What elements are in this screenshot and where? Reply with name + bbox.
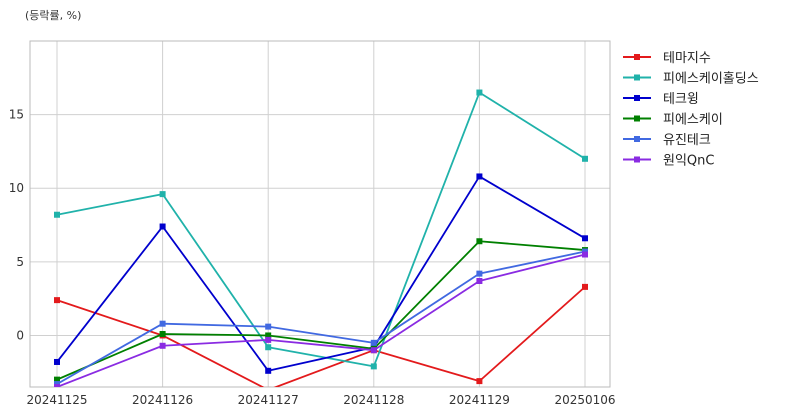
legend-item: 테크윙: [623, 91, 699, 107]
legend-label: 테크윙: [663, 91, 699, 107]
data-point: [159, 320, 166, 327]
series-2: [54, 89, 588, 370]
plot-frame: [29, 40, 611, 388]
data-point: [370, 339, 377, 346]
legend-marker: [634, 136, 640, 142]
legend-label: 유진테크: [663, 133, 711, 148]
series-line: [56, 253, 586, 387]
series-6: [54, 251, 588, 387]
x-tick-label: 20241128: [343, 393, 404, 407]
y-tick-label: 15: [9, 108, 24, 122]
legend-item: 테마지수: [623, 51, 711, 66]
data-point: [476, 89, 483, 96]
y-tick-label: 0: [16, 328, 24, 342]
data-point: [159, 330, 166, 337]
legend-marker: [634, 156, 640, 163]
data-point: [476, 173, 483, 180]
data-point: [159, 191, 166, 198]
x-tick-label: 20241125: [26, 393, 87, 407]
series-5: [54, 248, 588, 387]
legend-label: 피에스케이: [663, 113, 723, 128]
data-point: [159, 223, 166, 230]
series-line: [56, 250, 586, 385]
series-4: [54, 238, 588, 383]
data-point: [476, 378, 483, 385]
data-point: [582, 251, 588, 258]
y-tick-label: 10: [9, 181, 24, 195]
series: [54, 89, 588, 387]
data-point: [265, 367, 272, 374]
legend-item: 유진테크: [623, 133, 711, 148]
data-point: [54, 376, 60, 383]
data-point: [476, 270, 483, 277]
legend-marker: [634, 95, 640, 101]
x-tick-label: 20241127: [238, 393, 299, 407]
data-point: [54, 297, 60, 304]
legend-label: 피에스케이홀딩스: [663, 72, 759, 87]
series-line: [56, 240, 586, 381]
data-point: [582, 283, 588, 290]
series-line: [56, 91, 586, 368]
x-tick-label: 20241129: [449, 393, 510, 407]
legend-item: 피에스케이: [623, 113, 723, 128]
data-point: [265, 332, 272, 339]
data-point: [370, 347, 377, 354]
data-point: [370, 363, 377, 370]
legend-label: 원익QnC: [663, 154, 714, 169]
y-axis: 0 5 10 15: [9, 108, 24, 343]
legend-item: 원익QnC: [623, 154, 714, 169]
data-point: [582, 235, 588, 242]
legend-marker: [634, 115, 640, 122]
data-point: [265, 386, 272, 387]
legend-marker: [634, 54, 640, 60]
x-tick-label: 20241126: [132, 393, 193, 407]
series-line: [56, 175, 586, 372]
data-point: [476, 238, 483, 245]
data-point: [159, 342, 166, 349]
legend-label: 테마지수: [663, 51, 711, 66]
series-line: [56, 286, 586, 387]
unit-label: (등락률, %): [25, 9, 81, 22]
data-point: [265, 336, 272, 343]
x-axis: 20241125 20241126 20241127 20241128 20241129…: [26, 393, 615, 407]
data-point: [582, 155, 588, 162]
data-point: [265, 323, 272, 330]
y-tick-label: 5: [16, 255, 24, 269]
series-1: [54, 283, 588, 387]
x-tick-label: 20250106: [554, 393, 615, 407]
data-point: [54, 358, 60, 365]
data-point: [265, 344, 272, 351]
data-point: [476, 277, 483, 284]
data-point: [54, 211, 60, 218]
legend-item: 피에스케이홀딩스: [623, 72, 759, 87]
legend-marker: [634, 74, 640, 81]
data-point: [54, 384, 60, 387]
